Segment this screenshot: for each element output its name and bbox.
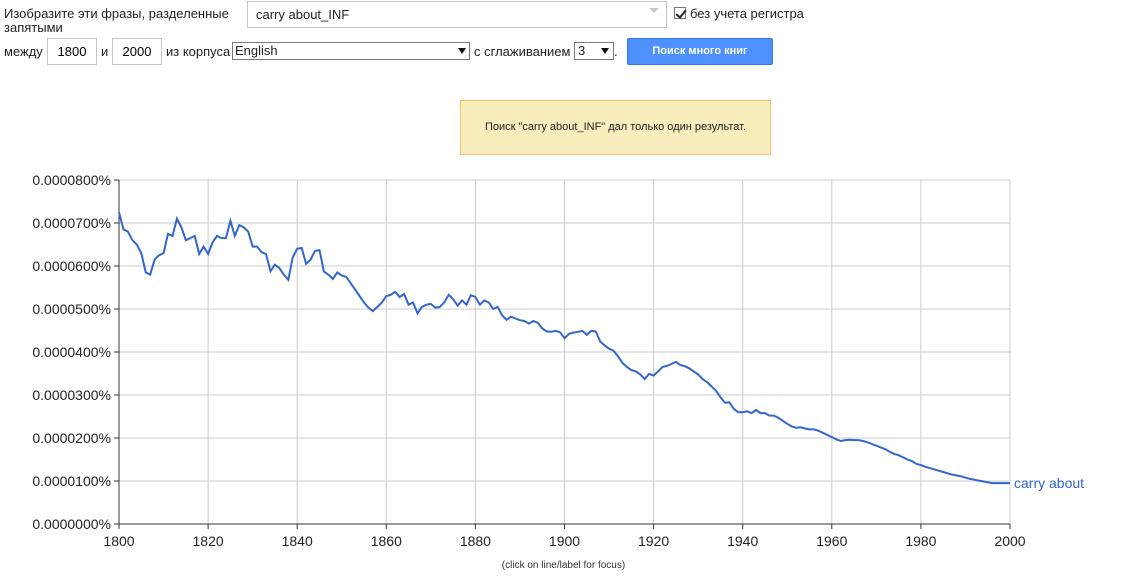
y-tick-label: 0.0000000% (32, 516, 111, 532)
chart-grid (119, 179, 1011, 524)
and-label: и (101, 44, 109, 59)
x-tick-label: 1960 (816, 533, 847, 549)
y-tick-label: 0.0000700% (32, 215, 111, 231)
smoothing-suffix: . (614, 44, 618, 59)
x-tick-label: 1980 (905, 533, 936, 549)
series-label[interactable]: carry about (1014, 475, 1084, 491)
x-tick-label: 2000 (994, 533, 1025, 549)
series-line[interactable] (118, 212, 1010, 485)
corpus-select-value: English (235, 43, 278, 58)
query-input[interactable]: carry about_INF (247, 1, 667, 28)
chart-footnote: (click on line/label for focus) (501, 560, 626, 571)
y-tick-label: 0.0000100% (32, 473, 111, 489)
chart-series[interactable]: carry about (118, 212, 1084, 491)
year-start-input[interactable] (47, 38, 97, 65)
y-tick-label: 0.0000400% (32, 344, 111, 360)
smoothing-label: с сглаживанием (474, 44, 571, 59)
x-tick-label: 1860 (371, 533, 402, 549)
y-tick-label: 0.0000800% (32, 172, 111, 188)
year-end-input[interactable] (112, 38, 162, 65)
query-prompt-line2: запятыми (4, 20, 63, 35)
smoothing-dropdown-arrow-icon (601, 48, 609, 54)
x-tick-label: 1800 (103, 533, 134, 549)
query-input-value: carry about_INF (256, 7, 350, 22)
y-tick-label: 0.0000600% (32, 258, 111, 274)
x-tick-label: 1820 (193, 533, 224, 549)
between-label: между (4, 44, 43, 59)
smoothing-select-value: 3 (578, 43, 586, 58)
x-tick-label: 1880 (460, 533, 491, 549)
case-insensitive-checkbox[interactable] (674, 7, 686, 19)
y-tick-label: 0.0000200% (32, 430, 111, 446)
x-tick-label: 1900 (549, 533, 580, 549)
query-dropdown-arrow-icon[interactable] (649, 8, 659, 13)
x-tick-label: 1940 (727, 533, 758, 549)
x-tick-label: 1920 (638, 533, 669, 549)
smoothing-select[interactable]: 3 (574, 42, 614, 60)
query-prompt-line1: Изобразите эти фразы, разделенные (4, 6, 229, 21)
x-tick-label: 1840 (282, 533, 313, 549)
result-notice-text: Поиск "carry about_INF" дал только один … (484, 121, 747, 133)
corpus-dropdown-arrow-icon (458, 48, 466, 54)
search-books-button[interactable]: Поиск много книг (627, 38, 773, 65)
case-insensitive-label: без учета регистра (690, 6, 804, 21)
chart-axes: 0.0000000% 0.0000100% 0.0000200% 0.0000300%… (32, 172, 1025, 549)
y-tick-label: 0.0000500% (32, 301, 111, 317)
y-tick-label: 0.0000300% (32, 387, 111, 403)
query-prompt: Изобразите эти фразы, разделенные запяты… (4, 7, 244, 35)
corpus-select[interactable]: English (232, 42, 470, 60)
corpus-label: из корпуса (166, 44, 231, 59)
result-notice: Поиск "carry about_INF" дал только один … (460, 100, 771, 155)
